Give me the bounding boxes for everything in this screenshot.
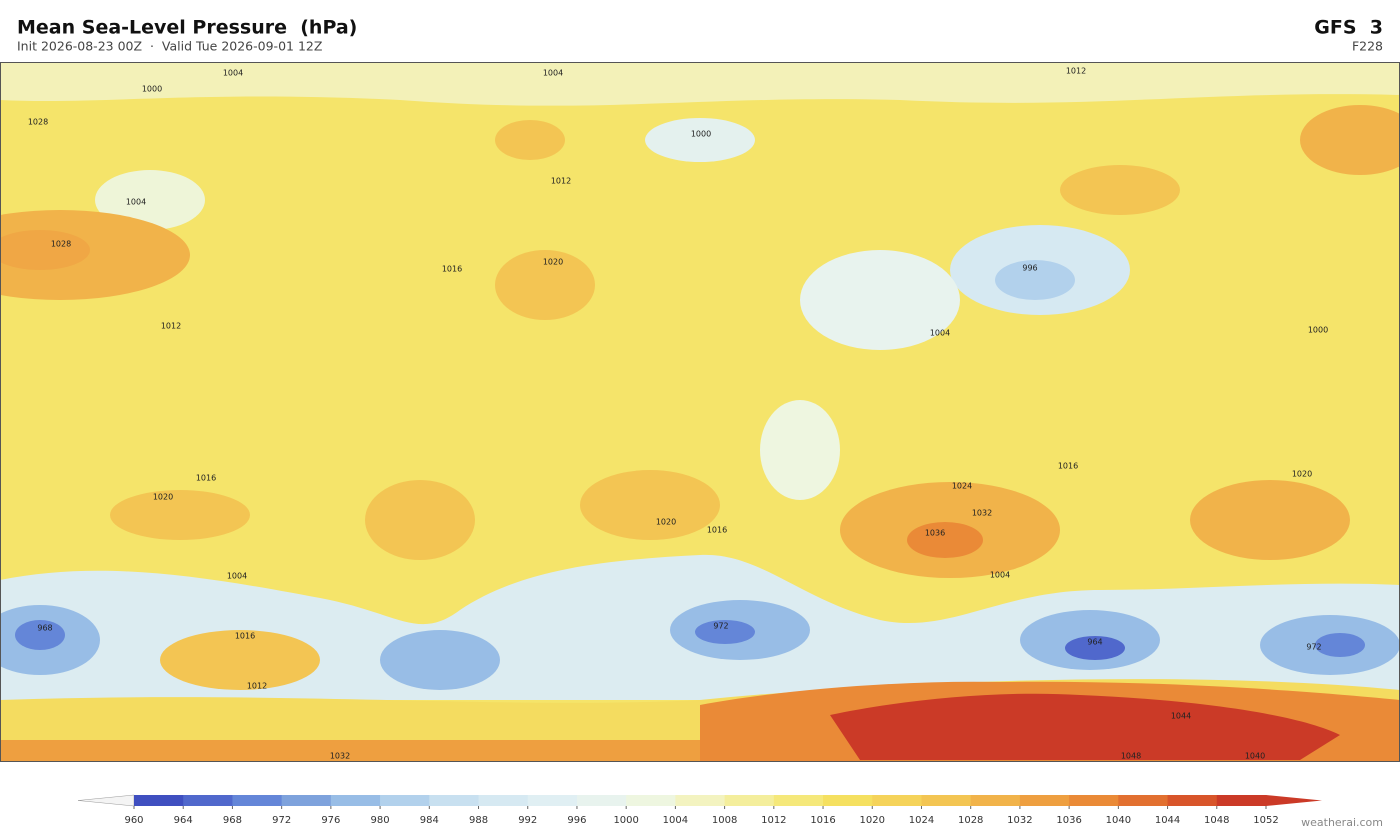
contour-label: 1028 xyxy=(51,240,71,249)
contour-label: 1016 xyxy=(707,526,727,535)
colorbar-tick-label: 992 xyxy=(518,815,537,826)
contour-label: 1020 xyxy=(656,518,676,527)
colorbar-bin xyxy=(380,795,430,806)
colorbar-bin xyxy=(675,795,726,806)
colorbar-bin xyxy=(1069,795,1119,806)
colorbar-bin xyxy=(429,795,480,806)
colorbar-bin xyxy=(921,795,972,806)
contour-label: 1040 xyxy=(1245,752,1265,761)
subtitle: Init 2026-08-23 00Z · Valid Tue 2026-09-… xyxy=(17,39,322,54)
map: 1004 1004 1012 1000 1028 1000 1012 1004 … xyxy=(0,62,1400,762)
contour-label: 1004 xyxy=(990,571,1010,580)
contour-label: 1016 xyxy=(1058,462,1078,471)
colorbar-over xyxy=(1266,795,1322,806)
colorbar-bin xyxy=(576,795,627,806)
colorbar-bin xyxy=(1167,795,1218,806)
colorbar-tick-label: 1028 xyxy=(958,815,983,826)
colorbar-tick-label: 976 xyxy=(321,815,340,826)
contour-label: 1004 xyxy=(126,198,146,207)
contour-label: 1016 xyxy=(196,474,216,483)
contour-label: 1004 xyxy=(543,69,563,78)
colorbar-bin xyxy=(232,795,283,806)
colorbar-tick-label: 1012 xyxy=(761,815,786,826)
contour-label: 1000 xyxy=(142,85,162,94)
colorbar-tick-label: 1044 xyxy=(1155,815,1180,826)
contour-label: 968 xyxy=(37,624,52,633)
colorbar-bin xyxy=(183,795,233,806)
colorbar-tick-label: 1004 xyxy=(663,815,688,826)
contour-label: 1036 xyxy=(925,529,945,538)
colorbar-tick-label: 1008 xyxy=(712,815,737,826)
colorbar-tick-label: 1032 xyxy=(1007,815,1032,826)
contour-label: 1032 xyxy=(330,752,350,761)
colorbar-bin xyxy=(872,795,922,806)
colorbar-tick-label: 968 xyxy=(223,815,242,826)
contour-label: 1000 xyxy=(1308,326,1328,335)
credit: weatherai.com xyxy=(1301,816,1383,829)
colorbar: 960 964 968 972 976 980 984 988 992 996 1000 1004 10… xyxy=(77,794,1322,826)
colorbar-tick-label: 1020 xyxy=(860,815,885,826)
contour-label: 1028 xyxy=(28,118,48,127)
colorbar-bin xyxy=(478,795,529,806)
contour-label: 1020 xyxy=(153,493,173,502)
colorbar-tick-label: 1016 xyxy=(810,815,835,826)
colorbar-tick-label: 1052 xyxy=(1253,815,1278,826)
title: Mean Sea-Level Pressure (hPa) xyxy=(17,17,357,39)
contour-label: 1020 xyxy=(543,258,563,267)
colorbar-tick-label: 1024 xyxy=(909,815,934,826)
colorbar-bin xyxy=(626,795,676,806)
colorbar-bin xyxy=(527,795,578,806)
colorbar-bin xyxy=(1019,795,1070,806)
contour-label: 1012 xyxy=(551,177,571,186)
forecast-hour: F228 xyxy=(1352,39,1383,54)
colorbar-tick-label: 972 xyxy=(272,815,291,826)
contour-label: 996 xyxy=(1022,264,1037,273)
colorbar-tick-label: 960 xyxy=(124,815,143,826)
pressure-field xyxy=(0,62,1400,762)
contour-label: 1048 xyxy=(1121,752,1141,761)
contour-label: 1004 xyxy=(227,572,247,581)
contour-label: 972 xyxy=(1306,643,1321,652)
colorbar-bin xyxy=(134,795,184,806)
colorbar-tick-label: 1000 xyxy=(613,815,638,826)
contour-label: 1024 xyxy=(952,482,972,491)
contour-label: 1004 xyxy=(930,329,950,338)
contour-label: 1044 xyxy=(1171,712,1191,721)
colorbar-bin xyxy=(773,795,824,806)
colorbar-tick-label: 984 xyxy=(420,815,439,826)
colorbar-tick-label: 1040 xyxy=(1106,815,1131,826)
contour-label: 1016 xyxy=(235,632,255,641)
colorbar-bin xyxy=(330,795,381,806)
colorbar-bin xyxy=(1118,795,1169,806)
contour-labels: 1004 1004 1012 1000 1028 1000 1012 1004 … xyxy=(28,67,1328,761)
colorbar-tick-label: 1036 xyxy=(1056,815,1081,826)
colorbar-bin xyxy=(281,795,332,806)
colorbar-tick-label: 980 xyxy=(371,815,390,826)
contour-label: 1016 xyxy=(442,265,462,274)
colorbar-tick-label: 996 xyxy=(567,815,586,826)
colorbar-bin xyxy=(1216,795,1267,806)
colorbar-bin xyxy=(970,795,1021,806)
contour-label: 1020 xyxy=(1292,470,1312,479)
colorbar-bin xyxy=(823,795,873,806)
colorbar-bin xyxy=(724,795,775,806)
colorbar-tick-label: 964 xyxy=(174,815,193,826)
contour-label: 1004 xyxy=(223,69,243,78)
contour-label: 1032 xyxy=(972,509,992,518)
contour-label: 972 xyxy=(713,622,728,631)
colorbar-tick-label: 988 xyxy=(469,815,488,826)
colorbar-tick-label: 1048 xyxy=(1204,815,1229,826)
contour-label: 1012 xyxy=(161,322,181,331)
model-name: GFS 3 xyxy=(1314,17,1383,39)
contour-label: 1012 xyxy=(247,682,267,691)
contour-label: 1000 xyxy=(691,130,711,139)
contour-label: 1012 xyxy=(1066,67,1086,76)
contour-label: 964 xyxy=(1087,638,1102,647)
